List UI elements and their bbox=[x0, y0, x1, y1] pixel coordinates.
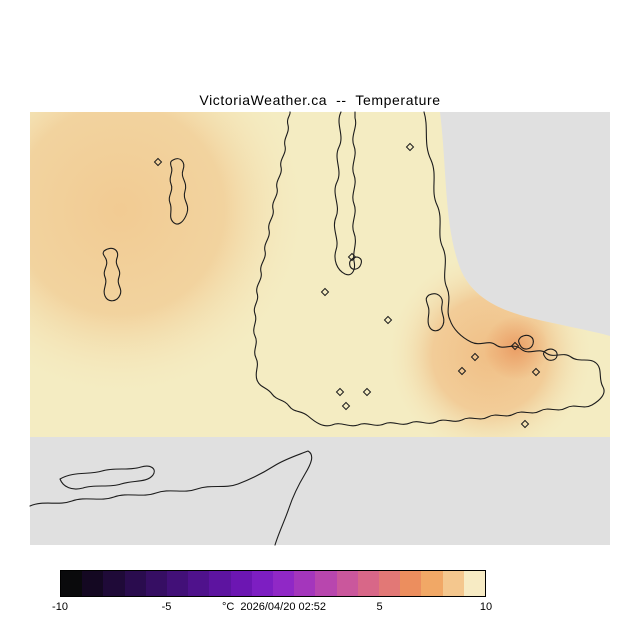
coastline-south bbox=[29, 450, 313, 546]
colorbar-cell bbox=[336, 571, 358, 596]
station-marker bbox=[153, 157, 163, 167]
lake-northwest-2 bbox=[102, 247, 122, 302]
island-east-2 bbox=[542, 348, 558, 361]
colorbar-cell bbox=[145, 571, 168, 596]
station-marker bbox=[520, 419, 530, 429]
colorbar-cell bbox=[167, 571, 189, 596]
lake-northwest-1 bbox=[168, 158, 189, 225]
station-marker bbox=[362, 387, 372, 397]
colorbar-cell bbox=[230, 571, 252, 596]
colorbar-tick: 5 bbox=[376, 601, 383, 613]
colorbar-cell bbox=[273, 571, 295, 596]
page-title: VictoriaWeather.ca -- Temperature bbox=[199, 92, 441, 108]
colorbar-unit-timestamp: °C 2026/04/20 02:52 bbox=[221, 601, 327, 613]
colorbar-cell bbox=[188, 571, 210, 596]
station-marker bbox=[320, 287, 330, 297]
colorbar-cell bbox=[251, 571, 274, 596]
island-south-spit bbox=[59, 465, 155, 490]
station-marker bbox=[470, 352, 480, 362]
colorbar-cell bbox=[294, 571, 316, 596]
lake-elk bbox=[425, 293, 445, 332]
station-marker bbox=[335, 387, 345, 397]
warm-region-northwest bbox=[30, 112, 310, 400]
colorbar-cell bbox=[103, 571, 125, 596]
station-markers bbox=[153, 142, 541, 429]
colorbar-tick: -10 bbox=[52, 601, 68, 613]
colorbar-tick: -5 bbox=[161, 601, 172, 613]
coastlines bbox=[29, 111, 605, 546]
colorbar-cell bbox=[357, 571, 380, 596]
station-marker bbox=[347, 252, 357, 262]
colorbar-tick: 10 bbox=[479, 601, 493, 613]
colorbar-cell bbox=[379, 571, 401, 596]
colorbar-cell bbox=[400, 571, 422, 596]
colorbar-cell bbox=[61, 571, 83, 596]
coastline-inlet bbox=[333, 111, 357, 276]
station-marker bbox=[510, 341, 520, 351]
colorbar-cell bbox=[124, 571, 146, 596]
lake-small-1 bbox=[349, 256, 362, 270]
station-marker bbox=[457, 366, 467, 376]
station-marker bbox=[405, 142, 415, 152]
coastline-main bbox=[253, 111, 605, 427]
colorbar-cell bbox=[442, 571, 464, 596]
station-marker bbox=[383, 315, 393, 325]
colorbar-cell bbox=[315, 571, 337, 596]
island-east-1 bbox=[518, 334, 534, 350]
colorbar-cell bbox=[463, 571, 486, 596]
station-marker bbox=[531, 367, 541, 377]
colorbar-cell bbox=[421, 571, 443, 596]
colorbar bbox=[60, 570, 486, 597]
colorbar-cell bbox=[82, 571, 104, 596]
colorbar-cell bbox=[209, 571, 231, 596]
station-marker bbox=[341, 401, 351, 411]
